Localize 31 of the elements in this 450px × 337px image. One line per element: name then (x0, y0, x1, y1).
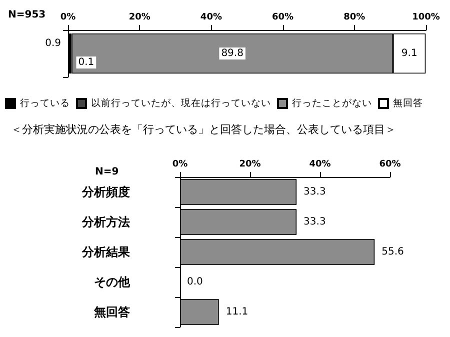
data-label: 55.6 (382, 246, 404, 258)
text: N=953 (8, 10, 46, 20)
data-label: 33.3 (304, 216, 326, 228)
x-tick-label: 40% (200, 12, 222, 22)
data-label: 0.1 (78, 57, 94, 68)
legend-label: 行ったことがない (292, 98, 372, 109)
y-tick-label: 無回答 (93, 305, 131, 319)
data-label: 0.9 (45, 38, 61, 49)
data-label: 89.8 (221, 48, 244, 59)
y-tick-label: 分析方法 (81, 215, 130, 229)
x-tick-label: 0% (60, 12, 76, 22)
x-tick-label: 20% (128, 12, 150, 22)
text: N=9 (95, 166, 119, 178)
chart-title: ＜分析実施状況の公表を「行っている」と回答した場合、公表している項目＞ (11, 123, 396, 136)
data-label: 9.1 (401, 48, 418, 59)
x-tick-label: 60% (379, 160, 401, 170)
y-tick-label: その他 (94, 275, 131, 289)
data-label: 0.0 (187, 276, 203, 288)
x-tick-label: 40% (309, 160, 331, 170)
y-tick-label: 分析結果 (81, 245, 131, 259)
y-tick-label: 分析頻度 (81, 185, 130, 199)
data-label: 33.3 (304, 186, 326, 198)
x-tick-label: 20% (239, 160, 261, 170)
x-tick-label: 80% (344, 12, 366, 22)
legend-label: 以前行っていたが、現在は行っていない (91, 97, 271, 109)
x-tick-label: 100% (412, 12, 440, 22)
x-tick-label: 0% (172, 160, 188, 170)
legend-label: 無回答 (393, 97, 423, 109)
x-tick-label: 60% (272, 12, 294, 22)
legend-label: 行っている (20, 98, 70, 109)
data-label: 11.1 (226, 306, 248, 318)
